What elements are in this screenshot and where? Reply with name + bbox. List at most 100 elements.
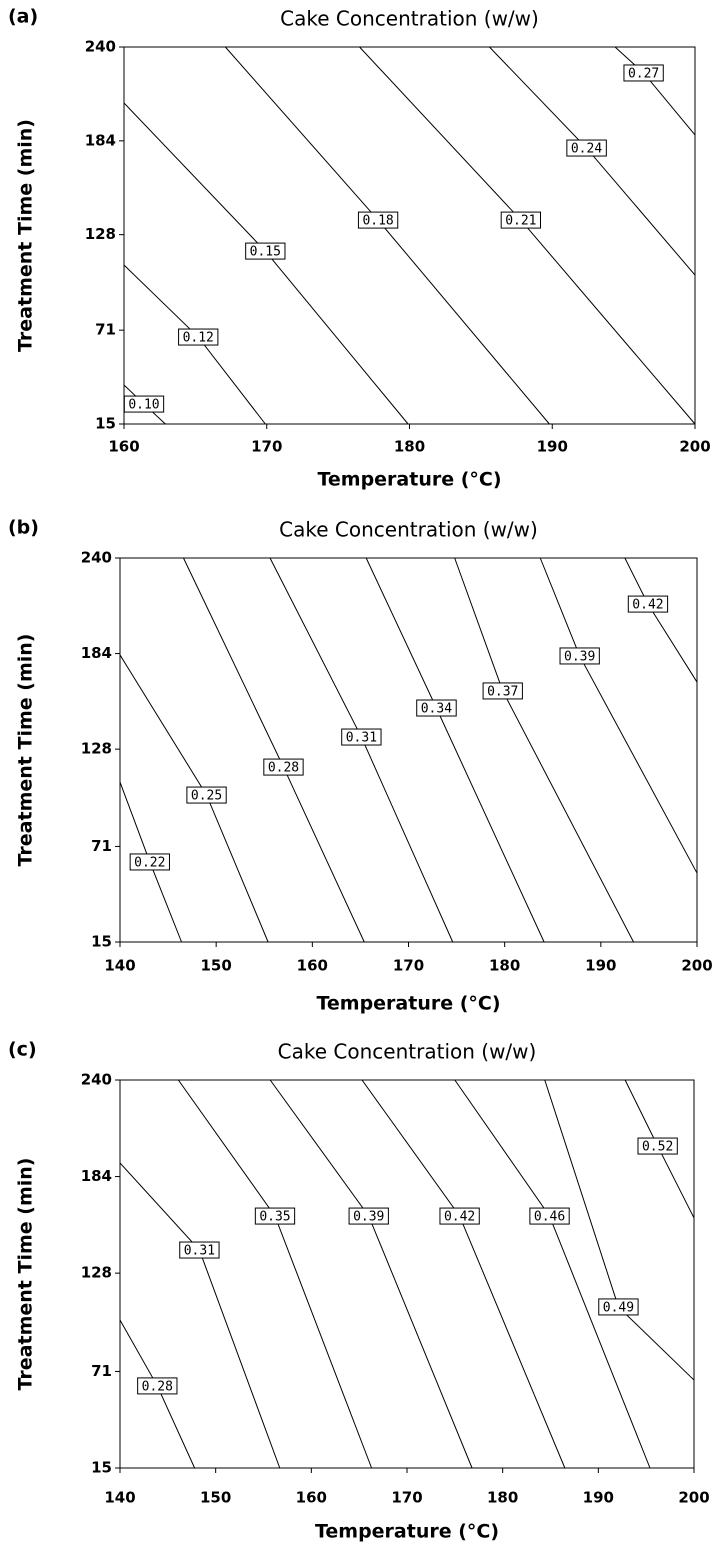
x-axis-label: Temperature (°C): [317, 469, 501, 491]
contour-label: 0.27: [628, 66, 659, 81]
contour-line: [183, 557, 365, 943]
x-axis-label: Temperature (°C): [316, 993, 500, 1015]
panel-label: (c): [8, 1039, 37, 1061]
contour-label: 0.21: [505, 214, 536, 229]
plot-frame: [119, 557, 698, 943]
contour-label-box: [179, 1241, 220, 1259]
y-tick-label: 15: [91, 1459, 112, 1477]
contour-line: [489, 46, 696, 276]
contour-label: 0.35: [259, 1210, 290, 1225]
contour-label: 0.10: [128, 398, 159, 413]
contours: [119, 557, 698, 943]
contour-label-box: [129, 853, 170, 871]
y-tick-label: 128: [81, 740, 112, 758]
x-tick-label: 170: [391, 1489, 422, 1507]
chart-title: Cake Concentration (w/w): [278, 1040, 537, 1064]
x-tick-label: 200: [678, 1489, 709, 1507]
contour-label: 0.28: [142, 1379, 173, 1394]
contours: [119, 1079, 695, 1469]
contour-label-box: [416, 699, 457, 717]
contour-labels: 0.22 0.25 0.28 0.31 0.34 0.37 0.39 0.42: [129, 595, 669, 871]
contour-label-box: [500, 211, 542, 229]
contour-line: [454, 557, 634, 943]
contour-line: [365, 557, 545, 943]
y-tick-label: 184: [85, 131, 116, 149]
contour-label: 0.22: [134, 855, 165, 870]
contour-label: 0.39: [564, 649, 595, 664]
contour-label: 0.39: [353, 1210, 384, 1225]
y-axis-label: Treatment Time (min): [15, 1158, 37, 1391]
contour-line: [123, 102, 409, 425]
contour-label-box: [245, 242, 286, 260]
contours: [123, 46, 696, 425]
x-tick-label: 180: [487, 1489, 518, 1507]
contour-label: 0.49: [603, 1300, 634, 1315]
contour-label: 0.12: [183, 331, 214, 346]
x-tick-label: 160: [108, 438, 139, 456]
contour-labels: 0.28 0.31 0.35 0.39 0.42 0.46 0.49 0.52: [137, 1137, 678, 1395]
y-tick-label: 128: [81, 1264, 112, 1282]
contour-line: [544, 1079, 695, 1381]
x-tick-label: 190: [585, 957, 616, 975]
y-tick-label: 128: [85, 225, 116, 243]
contour-label: 0.31: [184, 1244, 215, 1259]
contour-label: 0.28: [268, 761, 299, 776]
x-tick-label: 140: [104, 1489, 135, 1507]
x-tick-label: 200: [679, 438, 710, 456]
x-axis-label: Temperature (°C): [315, 1521, 499, 1543]
x-tick-label: 170: [393, 957, 424, 975]
contour-label-box: [598, 1298, 639, 1316]
contour-label-box: [186, 786, 227, 804]
contour-label-box: [348, 1207, 389, 1225]
y-axis-label: Treatment Time (min): [15, 634, 37, 867]
y-tick-label: 71: [95, 321, 116, 339]
contour-label-box: [559, 647, 600, 665]
x-tick-label: 180: [489, 957, 520, 975]
contour-line: [269, 1079, 473, 1469]
contour-line: [624, 557, 698, 683]
y-tick-label: 71: [91, 837, 112, 855]
x-tick-label: 160: [297, 957, 328, 975]
x-tick-label: 190: [583, 1489, 614, 1507]
contour-label-box: [341, 728, 382, 746]
y-tick-label: 240: [81, 549, 112, 567]
contour-label: 0.52: [642, 1140, 673, 1155]
chart-title: Cake Concentration (w/w): [279, 518, 538, 542]
contour-label-box: [263, 758, 304, 776]
contour-line: [539, 557, 698, 874]
contour-label: 0.25: [191, 789, 222, 804]
contour-label: 0.42: [444, 1210, 475, 1225]
contour-label-box: [637, 1137, 678, 1155]
contour-label-box: [482, 682, 523, 700]
x-tick-label: 160: [296, 1489, 327, 1507]
contour-label-box: [137, 1377, 178, 1395]
panel-label: (b): [8, 517, 39, 539]
contour-label: 0.15: [250, 245, 281, 260]
y-tick-label: 240: [81, 1071, 112, 1089]
y-tick-label: 15: [91, 933, 112, 951]
x-tick-label: 170: [251, 438, 282, 456]
contour-label: 0.31: [346, 731, 377, 746]
contour-line: [614, 46, 696, 136]
contour-label: 0.18: [362, 214, 393, 229]
x-tick-label: 200: [681, 957, 712, 975]
panel-label: (a): [8, 6, 38, 28]
contour-label-box: [178, 328, 219, 346]
plot-frame: [119, 1079, 695, 1469]
contour-label: 0.46: [534, 1210, 565, 1225]
contour-line: [359, 46, 696, 425]
contour-line: [224, 46, 550, 425]
x-tick-label: 140: [104, 957, 135, 975]
contour-label-box: [439, 1207, 480, 1225]
contour-label-box: [529, 1207, 570, 1225]
contour-label: 0.24: [571, 142, 602, 157]
contour-label-box: [566, 139, 607, 157]
x-tick-label: 190: [537, 438, 568, 456]
y-tick-label: 184: [81, 1167, 112, 1185]
y-tick-label: 184: [81, 644, 112, 662]
contour-line: [177, 1079, 373, 1469]
plot-frame: [123, 46, 696, 425]
contour-label-box: [357, 211, 399, 229]
x-tick-label: 150: [200, 1489, 231, 1507]
